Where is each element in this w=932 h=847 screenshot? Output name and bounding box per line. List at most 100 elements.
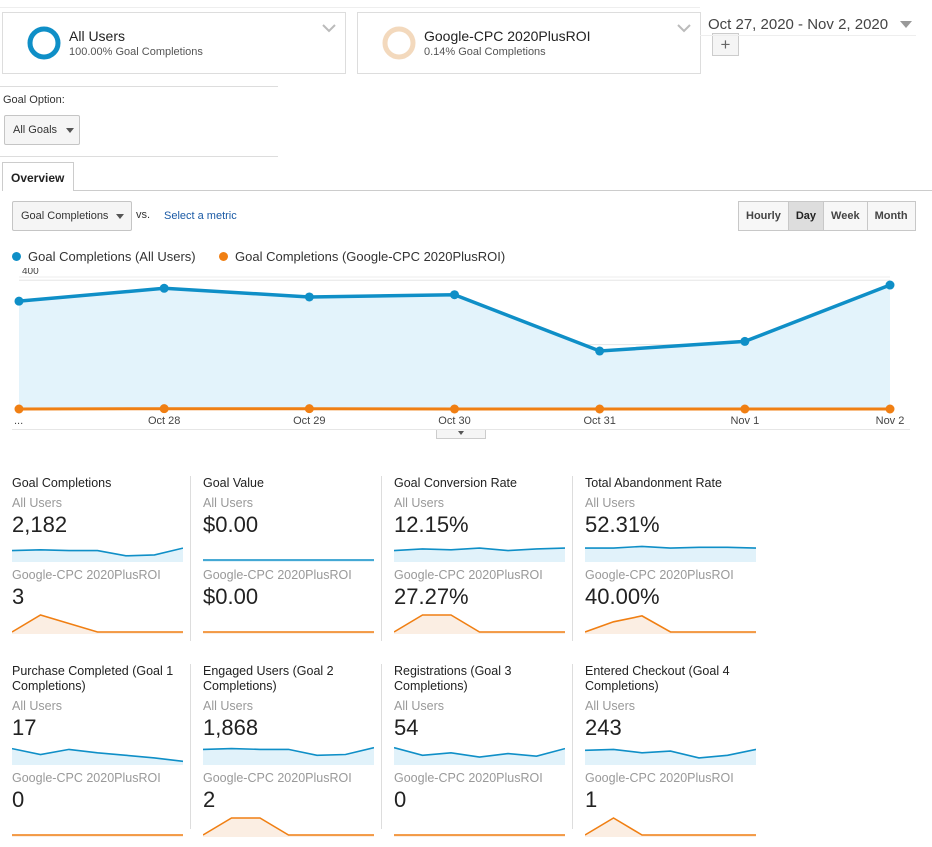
segment-name: All Users [69,28,126,44]
sparkline-all-users [585,748,756,765]
x-tick-label: Nov 2 [876,415,905,427]
data-point [885,280,895,290]
scorecard-segment-label: All Users [203,699,254,713]
scorecard-segment-label: Google-CPC 2020PlusROI [12,771,161,785]
scorecard[interactable]: Entered Checkout (Goal 4 Completions) All… [573,664,764,837]
scorecard[interactable]: Purchase Completed (Goal 1 Completions) A… [0,664,191,837]
scorecard-value: $0.00 [203,512,259,537]
x-tick-label: Nov 1 [730,415,759,427]
segment-ring-icon [382,26,416,60]
scorecard[interactable]: Registrations (Goal 3 Completions) All Us… [382,664,573,837]
sparkline-area [394,615,565,634]
data-point [159,404,169,414]
segment-card-google-cpc[interactable]: Google-CPC 2020PlusROI 0.14% Goal Comple… [357,12,701,74]
header-divider [700,35,916,36]
scorecard-title: Purchase Completed (Goal 1 Completions) [12,664,174,693]
scorecard-value: 27.27% [394,584,469,609]
legend-label: Goal Completions (All Users) [28,249,196,264]
series-area [19,285,890,409]
legend-item-google-cpc[interactable]: Goal Completions (Google-CPC 2020PlusROI… [219,249,505,264]
scorecard[interactable]: Goal Value All Users $0.00 Google-CPC 2020P… [191,476,382,641]
data-point [740,404,750,414]
segment-ring-icon [27,26,61,60]
sparkline-all-users [394,746,565,765]
data-point [450,290,459,300]
divider [0,156,278,157]
scorecard-value: 54 [394,715,419,740]
sparkline-line [12,614,183,633]
sparkline-line [394,614,565,633]
goal-option-select[interactable]: All Goals [4,115,80,145]
day-button[interactable]: Day [787,201,825,231]
date-range-picker[interactable]: Oct 27, 2020 - Nov 2, 2020 [708,16,889,33]
sparkline-google-cpc [585,615,756,634]
x-tick-label: Oct 30 [438,415,470,427]
scorecard-title: Goal Completions [12,476,112,490]
sparkline-line [12,547,183,557]
tab-overview[interactable]: Overview [2,162,74,191]
sparkline-line [585,615,756,633]
scorecard-value: 40.00% [585,584,660,609]
scorecard-title: Goal Value [203,476,264,490]
data-point [740,336,750,346]
chevron-down-icon[interactable] [321,23,337,33]
sparkline-all-users [12,747,183,765]
scorecard-value: 243 [585,715,622,740]
scorecard-value: $0.00 [203,584,259,609]
scorecard-segment-label: Google-CPC 2020PlusROI [12,568,161,582]
select-metric-link[interactable]: Select a metric [164,210,237,222]
segment-card-all-users[interactable]: All Users 100.00% Goal Completions [2,12,346,74]
sparkline-all-users [585,545,756,562]
scorecard[interactable]: Total Abandonment Rate All Users 52.31% Goo… [573,476,764,641]
sparkline-google-cpc [203,817,374,837]
goal-option-label: Goal Option: [3,94,65,106]
x-tick-label: Oct 28 [148,415,180,427]
month-button[interactable]: Month [866,201,916,231]
divider [0,86,278,87]
sparkline-line [203,746,374,757]
scorecard-value: 0 [394,787,407,812]
scorecard-segment-label: Google-CPC 2020PlusROI [394,771,543,785]
sparkline-all-users [394,547,565,562]
legend-label: Goal Completions (Google-CPC 2020PlusROI… [235,249,506,264]
date-range-caret-icon[interactable] [900,21,912,28]
x-tick-label: ... [14,415,23,427]
vs-label: vs. [136,209,151,221]
scorecard-value: 12.15% [394,512,469,537]
metric-select-value: Goal Completions [21,210,109,222]
legend-dot-icon [219,252,228,261]
x-tick-label: Oct 31 [583,415,615,427]
chevron-down-icon[interactable] [676,23,692,33]
sparkline-area [203,818,374,837]
goal-option-value: All Goals [13,124,58,136]
scorecard-segment-label: Google-CPC 2020PlusROI [203,771,352,785]
scorecard[interactable]: Goal Completions All Users 2,182 Google-CPC… [0,476,191,641]
sparkline-area [585,749,756,765]
scorecard-value: 2,182 [12,512,68,537]
legend-item-all-users[interactable]: Goal Completions (All Users) [12,249,196,264]
x-tick-label: Oct 29 [293,415,325,427]
scorecard-segment-label: All Users [394,496,445,510]
data-point [14,296,24,306]
scorecard-title: Registrations (Goal 3 Completions) [394,664,512,693]
scorecard-segment-label: Google-CPC 2020PlusROI [585,771,734,785]
scorecard-value: 2 [203,787,216,812]
add-segment-button[interactable]: + [712,33,739,56]
sparkline-area [394,747,565,765]
sparkline-all-users [203,559,374,562]
metric-select[interactable]: Goal Completions [12,201,132,231]
scorecard-segment-label: Google-CPC 2020PlusROI [394,568,543,582]
segment-subtitle: 0.14% Goal Completions [424,46,546,58]
legend-dot-icon [12,252,21,261]
hourly-button[interactable]: Hourly [738,201,789,231]
week-button[interactable]: Week [823,201,868,231]
chart-collapse-toggle[interactable] [436,430,486,439]
granularity-toggle: Hourly Day Week Month [738,201,916,231]
scorecard[interactable]: Goal Conversion Rate All Users 12.15% Googl… [382,476,573,641]
scorecard[interactable]: Engaged Users (Goal 2 Completions) All Us… [191,664,382,837]
sparkline-line [394,547,565,552]
sparkline-line [394,746,565,758]
scorecard-segment-label: All Users [585,699,636,713]
sparkline-google-cpc [203,631,374,634]
scorecard-value: 17 [12,715,37,740]
